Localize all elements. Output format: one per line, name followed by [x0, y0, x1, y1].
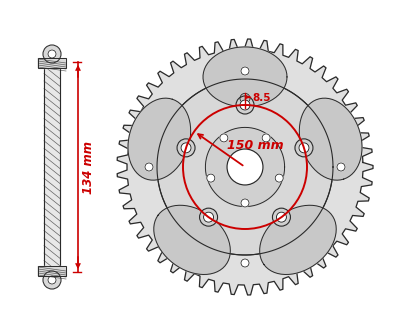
Circle shape — [220, 134, 228, 142]
Circle shape — [241, 259, 249, 267]
Polygon shape — [128, 98, 191, 180]
Polygon shape — [203, 47, 287, 107]
Circle shape — [240, 94, 250, 103]
Circle shape — [227, 149, 263, 185]
Circle shape — [299, 143, 309, 153]
Circle shape — [207, 174, 215, 182]
Bar — [38, 58, 66, 68]
Circle shape — [43, 271, 61, 289]
Circle shape — [276, 212, 286, 222]
Polygon shape — [299, 98, 362, 180]
Circle shape — [295, 139, 313, 157]
Text: 8.5: 8.5 — [252, 93, 270, 103]
Bar — [44, 62, 60, 272]
Polygon shape — [206, 127, 285, 207]
Circle shape — [241, 199, 249, 207]
Polygon shape — [260, 205, 336, 275]
Text: 150 mm: 150 mm — [227, 140, 284, 153]
Circle shape — [240, 100, 250, 110]
Circle shape — [275, 174, 283, 182]
Circle shape — [236, 96, 254, 114]
Circle shape — [145, 163, 153, 171]
Circle shape — [337, 163, 345, 171]
Circle shape — [48, 50, 56, 58]
Polygon shape — [117, 39, 373, 295]
Polygon shape — [154, 205, 230, 275]
Circle shape — [181, 143, 191, 153]
Bar — [44, 62, 60, 272]
Polygon shape — [157, 79, 333, 255]
Circle shape — [177, 139, 195, 157]
Circle shape — [272, 208, 290, 226]
Bar — [38, 266, 66, 276]
Circle shape — [204, 212, 214, 222]
Circle shape — [48, 276, 56, 284]
Circle shape — [241, 67, 249, 75]
Bar — [38, 266, 66, 276]
Bar — [38, 58, 66, 68]
Text: 134 mm: 134 mm — [82, 141, 94, 193]
Circle shape — [200, 208, 218, 226]
Circle shape — [43, 45, 61, 63]
Circle shape — [262, 134, 270, 142]
